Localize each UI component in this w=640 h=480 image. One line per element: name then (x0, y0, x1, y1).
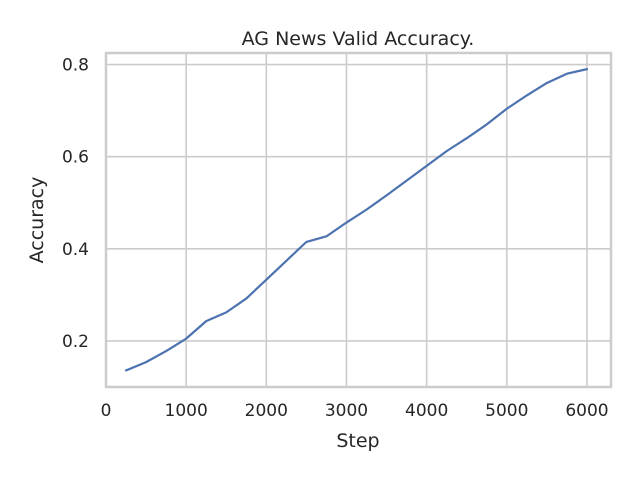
accuracy-series-line (124, 68, 589, 372)
y-tick-label: 0.2 (62, 332, 89, 352)
x-tick-label: 4000 (405, 401, 448, 421)
y-tick-label: 0.4 (62, 240, 89, 260)
y-tick-label: 0.6 (62, 148, 89, 168)
x-axis-title: Step (336, 430, 379, 452)
x-tick-labels: 0 1000 2000 3000 4000 5000 6000 (101, 401, 609, 421)
x-tick-label: 1000 (165, 401, 208, 421)
series-group (124, 68, 589, 372)
y-tick-labels: 0.2 0.4 0.6 0.8 (62, 56, 89, 352)
x-tick-label: 0 (101, 401, 112, 421)
x-tick-label: 3000 (325, 401, 368, 421)
chart-title: AG News Valid Accuracy. (242, 28, 475, 50)
x-tick-label: 2000 (245, 401, 288, 421)
grid-lines (105, 53, 611, 387)
y-axis-title: Accuracy (26, 177, 48, 264)
plot-frame (104, 51, 613, 389)
x-tick-label: 6000 (565, 401, 608, 421)
x-tick-label: 5000 (485, 401, 528, 421)
y-tick-label: 0.8 (62, 56, 89, 76)
